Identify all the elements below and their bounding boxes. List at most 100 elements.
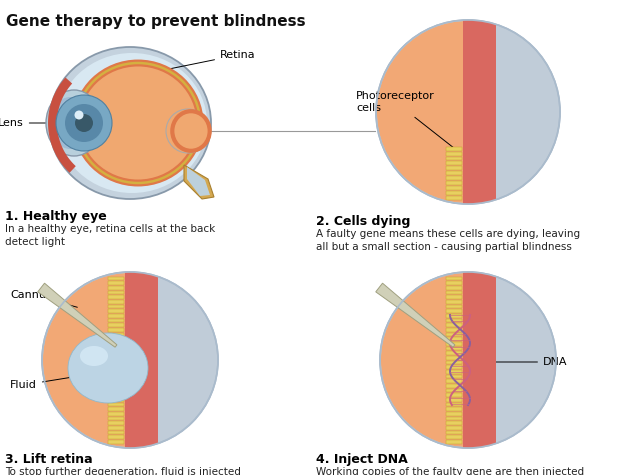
Polygon shape [446, 417, 462, 420]
Ellipse shape [68, 333, 148, 403]
Polygon shape [108, 281, 124, 285]
Polygon shape [376, 283, 455, 347]
Ellipse shape [49, 47, 211, 199]
Polygon shape [446, 300, 462, 304]
Polygon shape [108, 300, 124, 304]
Polygon shape [446, 337, 462, 341]
Polygon shape [108, 402, 124, 406]
Wedge shape [43, 273, 130, 447]
Text: A faulty gene means these cells are dying, leaving
all but a small section - cau: A faulty gene means these cells are dyin… [316, 229, 580, 252]
Polygon shape [108, 323, 124, 327]
Circle shape [74, 111, 84, 120]
Polygon shape [108, 421, 124, 425]
Text: In a healthy eye, retina cells at the back
detect light: In a healthy eye, retina cells at the ba… [5, 224, 215, 247]
Polygon shape [446, 402, 462, 406]
Ellipse shape [76, 63, 200, 183]
Polygon shape [446, 346, 462, 350]
Polygon shape [446, 156, 462, 161]
Polygon shape [108, 384, 124, 388]
Circle shape [56, 95, 112, 151]
Polygon shape [446, 365, 462, 369]
Polygon shape [108, 328, 124, 332]
Polygon shape [446, 374, 462, 378]
Polygon shape [108, 314, 124, 317]
Polygon shape [446, 370, 462, 373]
Polygon shape [38, 283, 117, 347]
Text: Working copies of the faulty gene are then injected
to stop the rest of the cell: Working copies of the faulty gene are th… [316, 467, 584, 475]
Ellipse shape [80, 346, 108, 366]
Circle shape [75, 114, 93, 132]
Polygon shape [108, 291, 124, 294]
Polygon shape [108, 430, 124, 434]
Polygon shape [446, 398, 462, 401]
Polygon shape [463, 20, 496, 204]
Circle shape [380, 272, 556, 448]
Ellipse shape [51, 97, 89, 149]
Polygon shape [446, 430, 462, 434]
Polygon shape [108, 426, 124, 429]
Polygon shape [108, 374, 124, 378]
Polygon shape [108, 319, 124, 322]
Polygon shape [446, 295, 462, 299]
Polygon shape [463, 272, 496, 448]
Polygon shape [446, 276, 462, 280]
Text: Gene therapy to prevent blindness: Gene therapy to prevent blindness [6, 14, 306, 29]
Text: Lens: Lens [0, 118, 81, 128]
Ellipse shape [46, 90, 102, 156]
Polygon shape [108, 412, 124, 416]
Circle shape [65, 104, 103, 142]
Polygon shape [446, 281, 462, 285]
Polygon shape [446, 328, 462, 332]
Polygon shape [108, 361, 124, 364]
Polygon shape [446, 412, 462, 416]
Polygon shape [108, 370, 124, 373]
Polygon shape [446, 147, 462, 151]
Polygon shape [108, 346, 124, 350]
Polygon shape [446, 166, 462, 170]
Polygon shape [446, 191, 462, 195]
Wedge shape [381, 273, 468, 447]
Polygon shape [446, 426, 462, 429]
Polygon shape [446, 196, 462, 200]
Text: DNA: DNA [466, 357, 567, 367]
Polygon shape [108, 309, 124, 313]
Polygon shape [108, 304, 124, 308]
Polygon shape [463, 20, 468, 204]
Polygon shape [108, 276, 124, 280]
Polygon shape [108, 332, 124, 336]
Polygon shape [446, 393, 462, 397]
Text: 1. Healthy eye: 1. Healthy eye [5, 210, 107, 223]
Polygon shape [108, 365, 124, 369]
Polygon shape [108, 337, 124, 341]
Text: 4. Inject DNA: 4. Inject DNA [316, 453, 407, 466]
Polygon shape [446, 356, 462, 360]
Polygon shape [108, 417, 124, 420]
Polygon shape [108, 342, 124, 345]
Polygon shape [446, 319, 462, 322]
Polygon shape [108, 393, 124, 397]
Polygon shape [108, 295, 124, 299]
Text: Cannula: Cannula [10, 290, 77, 307]
Text: Photoreceptor
cells: Photoreceptor cells [356, 91, 457, 150]
Polygon shape [108, 407, 124, 411]
Text: 3. Lift retina: 3. Lift retina [5, 453, 92, 466]
Circle shape [376, 20, 560, 204]
Polygon shape [446, 384, 462, 388]
Circle shape [42, 272, 218, 448]
Polygon shape [108, 379, 124, 383]
Polygon shape [125, 272, 158, 448]
Polygon shape [187, 167, 210, 196]
Polygon shape [48, 77, 76, 173]
Text: Fluid: Fluid [10, 372, 101, 390]
Polygon shape [446, 407, 462, 411]
Polygon shape [446, 181, 462, 185]
Polygon shape [446, 291, 462, 294]
Polygon shape [108, 440, 124, 444]
Polygon shape [446, 309, 462, 313]
Polygon shape [108, 351, 124, 355]
Polygon shape [446, 379, 462, 383]
Polygon shape [108, 435, 124, 439]
Polygon shape [446, 342, 462, 345]
Polygon shape [184, 165, 214, 199]
Polygon shape [446, 389, 462, 392]
